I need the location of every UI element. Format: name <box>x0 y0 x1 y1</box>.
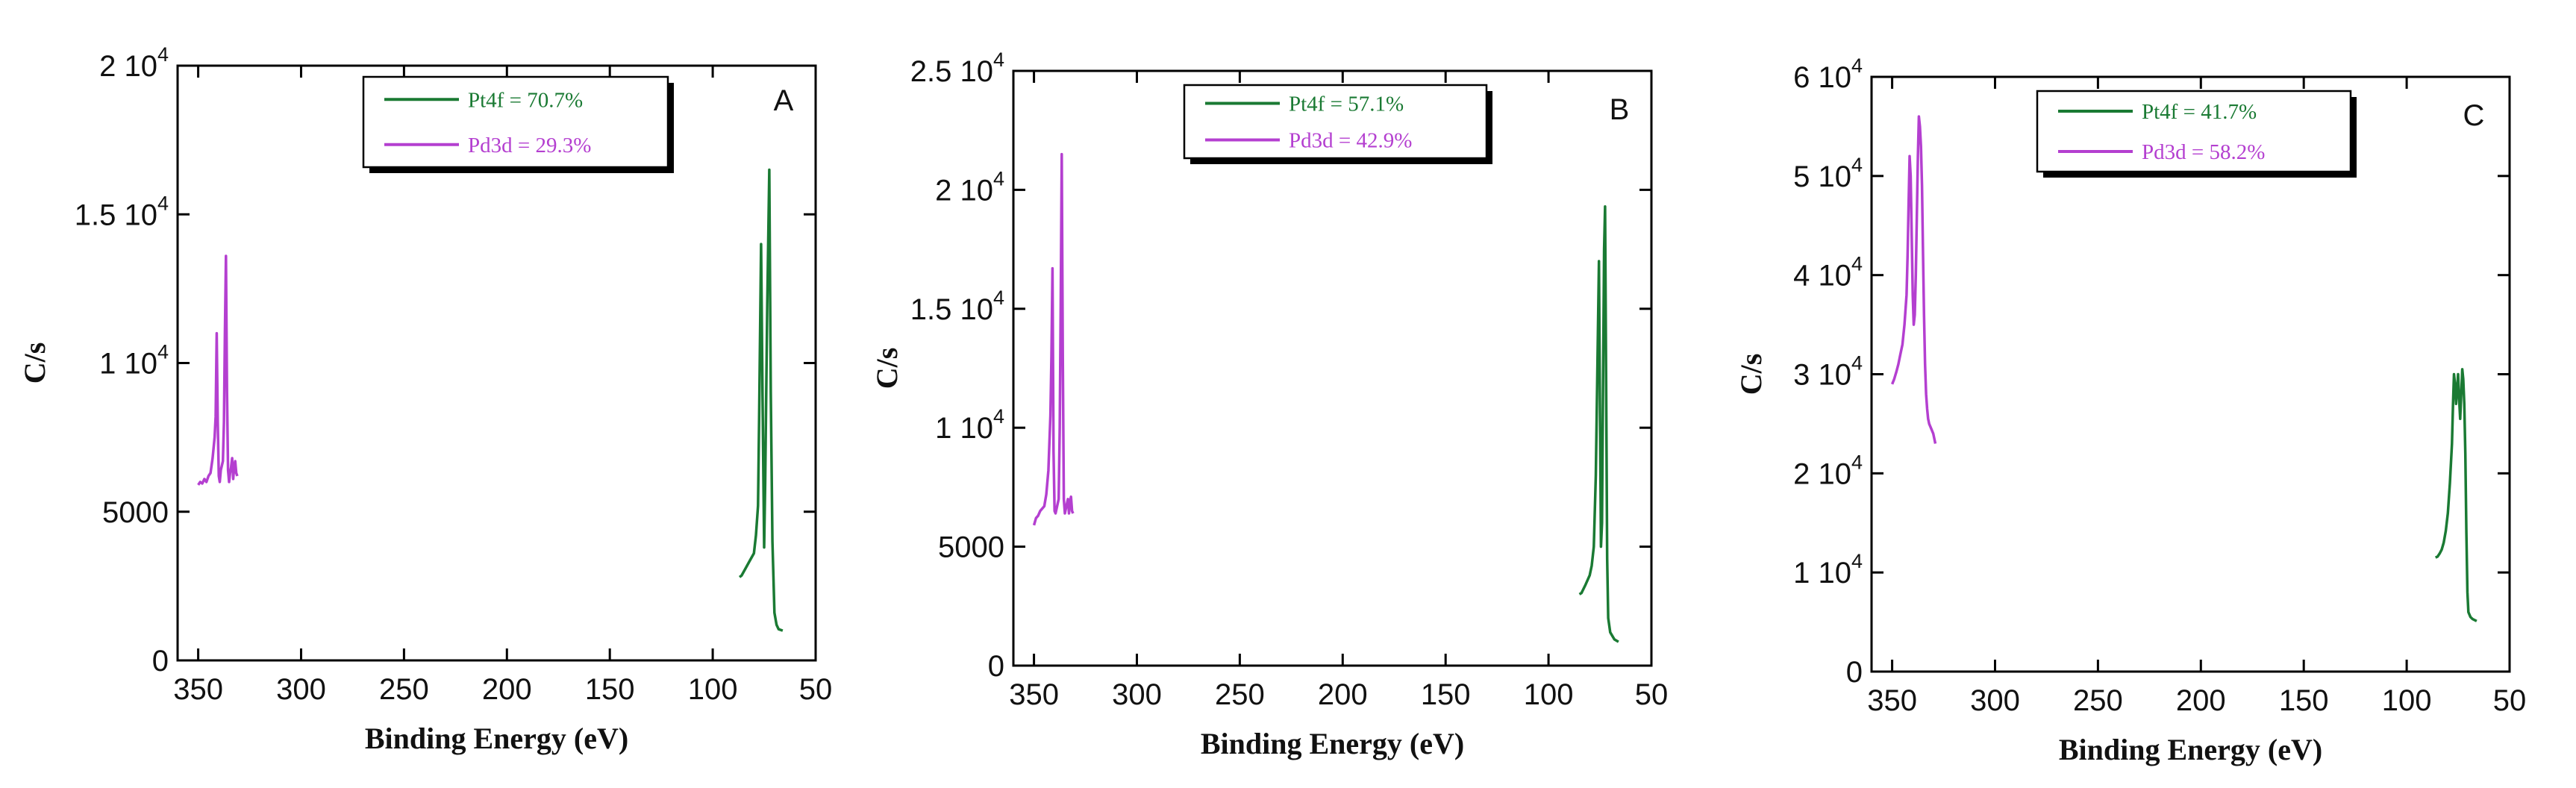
panel-label-b: B <box>1610 93 1630 126</box>
x-tick-label-b-350: 350 <box>1009 678 1059 711</box>
series-line-b-pt4f <box>1578 204 1619 643</box>
x-tick-label-a-150: 150 <box>585 673 635 706</box>
x-tick-label-c-250: 250 <box>2073 684 2123 717</box>
x-tick-label-c-100: 100 <box>2382 684 2432 717</box>
x-axis-title-a: Binding Energy (eV) <box>365 722 628 755</box>
y-tick-label-b-15000: 1.5 104 <box>910 287 1004 326</box>
series-line-c-pd3d <box>1890 115 1937 444</box>
legend-label-a-pt4f: Pt4f = 70.7% <box>468 88 583 112</box>
legend-label-a-pd3d: Pd3d = 29.3% <box>468 134 591 157</box>
x-tick-label-a-250: 250 <box>379 673 429 706</box>
x-tick-label-c-300: 300 <box>1970 684 2020 717</box>
x-tick-label-c-50: 50 <box>2493 684 2527 717</box>
x-tick-label-b-100: 100 <box>1524 678 1574 711</box>
x-axis-title-b: Binding Energy (eV) <box>1201 727 1464 760</box>
legend-label-b-pt4f: Pt4f = 57.1% <box>1289 93 1404 116</box>
x-tick-label-a-100: 100 <box>688 673 738 706</box>
y-axis-title-b: C/s <box>870 348 904 390</box>
y-tick-label-c-10000: 1 104 <box>1793 550 1863 590</box>
x-tick-label-a-200: 200 <box>482 673 532 706</box>
y-tick-label-b-5000: 5000 <box>938 531 1004 564</box>
y-tick-label-c-60000: 6 104 <box>1793 54 1863 94</box>
y-tick-label-a-0: 0 <box>152 645 169 678</box>
legend-box-c <box>2036 90 2352 173</box>
y-tick-label-b-10000: 1 104 <box>935 405 1004 445</box>
y-tick-label-c-0: 0 <box>1846 656 1863 689</box>
y-tick-label-c-50000: 5 104 <box>1793 154 1863 193</box>
y-axis-title-a: C/s <box>18 343 51 384</box>
x-tick-label-c-350: 350 <box>1867 684 1917 717</box>
legend-label-b-pd3d: Pd3d = 42.9% <box>1289 129 1412 153</box>
x-tick-label-b-250: 250 <box>1215 678 1265 711</box>
panel-label-a: A <box>774 84 794 117</box>
y-axis-title-c: C/s <box>1734 354 1768 395</box>
y-tick-label-a-5000: 5000 <box>102 496 169 529</box>
x-tick-label-c-200: 200 <box>2176 684 2226 717</box>
panel-label-c: C <box>2463 99 2485 132</box>
y-tick-label-c-30000: 3 104 <box>1793 352 1863 392</box>
series-line-c-pt4f <box>2434 368 2477 622</box>
x-tick-label-a-300: 300 <box>276 673 326 706</box>
legend-box-b <box>1183 84 1488 160</box>
y-tick-label-a-15000: 1.5 104 <box>75 192 169 231</box>
chart-panel-a: 350 300 250 200 150 100 50 0 5000 1 104 1.5 104 2 1… <box>18 43 833 755</box>
legend-label-c-pt4f: Pt4f = 41.7% <box>2142 100 2257 124</box>
x-tick-label-a-350: 350 <box>173 673 223 706</box>
x-tick-label-b-200: 200 <box>1318 678 1368 711</box>
y-tick-label-b-0: 0 <box>988 650 1004 683</box>
y-tick-label-c-20000: 2 104 <box>1793 451 1863 490</box>
x-tick-label-b-50: 50 <box>1635 678 1669 711</box>
x-tick-label-b-300: 300 <box>1112 678 1162 711</box>
plot-frame-b <box>1012 69 1653 667</box>
y-tick-label-b-20000: 2 104 <box>935 167 1004 207</box>
chart-panel-c: 350 300 250 200 150 100 50 0 1 104 2 104 3 104 4 10… <box>1734 54 2527 766</box>
y-tick-label-b-25000: 2.5 104 <box>910 49 1004 88</box>
chart-panel-b: 350 300 250 200 150 100 50 0 5000 1 104 1.5 104 2 1… <box>870 49 1669 760</box>
series-line-b-pd3d <box>1032 152 1075 526</box>
y-tick-label-a-10000: 1 104 <box>99 341 169 381</box>
x-tick-label-b-150: 150 <box>1421 678 1471 711</box>
series-line-a-pd3d <box>197 254 239 486</box>
legend-label-c-pd3d: Pd3d = 58.2% <box>2142 140 2265 164</box>
y-tick-label-c-40000: 4 104 <box>1793 253 1863 293</box>
x-axis-title-c: Binding Energy (eV) <box>2059 733 2322 766</box>
series-line-a-pt4f <box>738 168 784 632</box>
y-tick-label-a-20000: 2 104 <box>99 43 169 83</box>
x-tick-label-c-150: 150 <box>2279 684 2329 717</box>
legend-box-a <box>362 75 669 169</box>
x-tick-label-a-50: 50 <box>799 673 833 706</box>
